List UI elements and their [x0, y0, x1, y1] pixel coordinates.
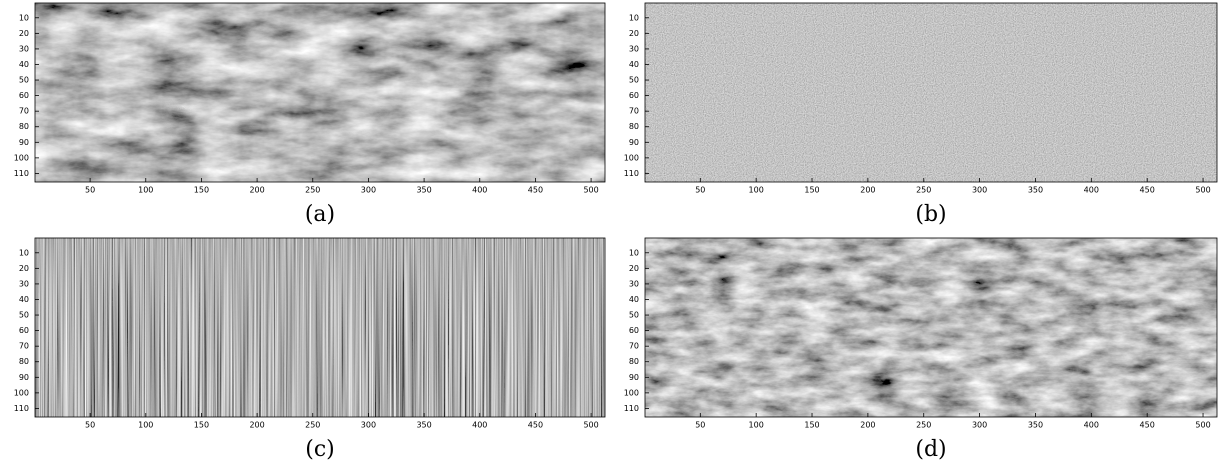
y-tick-label: 10: [629, 13, 639, 22]
x-tick-label: 500: [1195, 186, 1210, 195]
y-tick-label: 20: [19, 29, 29, 38]
y-tick-label: 80: [19, 357, 29, 366]
x-tick-label: 100: [138, 421, 153, 430]
y-tick-label: 110: [624, 404, 639, 413]
x-tick-label: 50: [695, 421, 705, 430]
y-tick-label: 20: [629, 264, 639, 273]
x-tick-label: 250: [305, 186, 320, 195]
x-tick-label: 50: [85, 186, 95, 195]
y-tick-label: 110: [624, 169, 639, 178]
y-tick-label: 30: [629, 44, 639, 53]
caption: (c): [305, 437, 335, 462]
x-tick-label: 150: [194, 186, 209, 195]
y-tick-label: 70: [629, 342, 639, 351]
panel-image: [35, 3, 605, 182]
y-tick-label: 60: [19, 91, 29, 100]
y-tick-label: 80: [19, 122, 29, 131]
x-tick-label: 200: [860, 421, 875, 430]
y-tick-label: 10: [19, 248, 29, 257]
y-tick-label: 10: [19, 13, 29, 22]
x-tick-label: 100: [749, 421, 764, 430]
y-tick-label: 100: [14, 388, 29, 397]
y-tick-label: 70: [19, 342, 29, 351]
y-tick-label: 40: [629, 60, 639, 69]
y-tick-label: 50: [19, 311, 29, 320]
x-tick-label: 50: [85, 421, 95, 430]
x-tick-label: 300: [972, 186, 987, 195]
x-tick-label: 500: [583, 421, 598, 430]
x-tick-label: 350: [1028, 186, 1043, 195]
x-tick-label: 250: [916, 421, 931, 430]
x-tick-label: 300: [361, 421, 376, 430]
panel-image: [645, 3, 1217, 182]
x-tick-label: 300: [972, 421, 987, 430]
y-tick-label: 90: [629, 138, 639, 147]
x-tick-label: 350: [1028, 421, 1043, 430]
x-tick-label: 450: [1140, 421, 1155, 430]
x-tick-label: 400: [472, 186, 487, 195]
y-tick-label: 30: [629, 279, 639, 288]
x-tick-label: 250: [305, 421, 320, 430]
x-tick-label: 150: [804, 186, 819, 195]
y-tick-label: 70: [629, 107, 639, 116]
x-tick-label: 150: [194, 421, 209, 430]
x-tick-label: 500: [1195, 421, 1210, 430]
x-tick-label: 400: [1084, 186, 1099, 195]
figure: 50 100 150 200 250 300 350 400 450 500 10 20 30 40 50 6…: [0, 0, 1225, 474]
y-tick-label: 20: [19, 264, 29, 273]
y-tick-label: 70: [19, 107, 29, 116]
x-tick-label: 350: [416, 186, 431, 195]
y-tick-label: 90: [19, 373, 29, 382]
y-tick-label: 80: [629, 357, 639, 366]
x-tick-label: 100: [749, 186, 764, 195]
x-tick-label: 200: [249, 421, 264, 430]
caption: (d): [915, 437, 946, 462]
x-tick-label: 200: [249, 186, 264, 195]
panel-image: [645, 238, 1217, 417]
y-tick-label: 110: [14, 404, 29, 413]
x-tick-label: 450: [1140, 186, 1155, 195]
y-tick-label: 100: [14, 153, 29, 162]
x-tick-label: 500: [583, 186, 598, 195]
x-tick-label: 400: [472, 421, 487, 430]
y-tick-label: 50: [19, 76, 29, 85]
y-tick-label: 50: [629, 311, 639, 320]
x-tick-label: 150: [804, 421, 819, 430]
caption: (b): [915, 202, 946, 227]
y-tick-label: 40: [19, 295, 29, 304]
y-tick-label: 110: [14, 169, 29, 178]
x-tick-label: 450: [528, 421, 543, 430]
y-tick-label: 100: [624, 153, 639, 162]
x-tick-label: 50: [695, 186, 705, 195]
panel-image: [35, 238, 605, 417]
y-tick-label: 30: [19, 279, 29, 288]
x-tick-label: 250: [916, 186, 931, 195]
y-tick-label: 10: [629, 248, 639, 257]
y-tick-label: 90: [19, 138, 29, 147]
caption: (a): [305, 202, 335, 227]
x-tick-label: 300: [361, 186, 376, 195]
y-tick-label: 50: [629, 76, 639, 85]
y-tick-label: 90: [629, 373, 639, 382]
y-tick-label: 40: [629, 295, 639, 304]
y-tick-label: 60: [629, 326, 639, 335]
y-tick-label: 100: [624, 388, 639, 397]
y-tick-label: 80: [629, 122, 639, 131]
x-tick-label: 200: [860, 186, 875, 195]
y-tick-label: 40: [19, 60, 29, 69]
x-tick-label: 400: [1084, 421, 1099, 430]
x-tick-label: 350: [416, 421, 431, 430]
y-tick-label: 20: [629, 29, 639, 38]
x-tick-label: 100: [138, 186, 153, 195]
y-tick-label: 60: [19, 326, 29, 335]
y-tick-label: 60: [629, 91, 639, 100]
y-tick-label: 30: [19, 44, 29, 53]
x-tick-label: 450: [528, 186, 543, 195]
